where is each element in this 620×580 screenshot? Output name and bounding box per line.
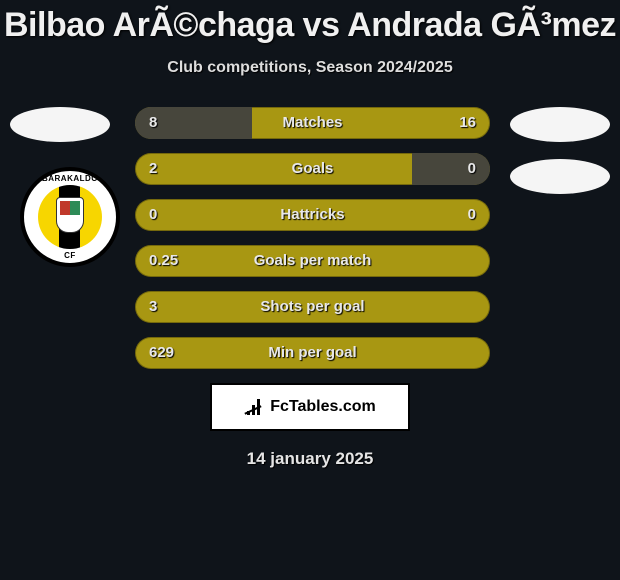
attribution-logo[interactable]: FcTables.com <box>210 383 410 431</box>
chart-icon <box>244 399 264 415</box>
stat-label: Shots per goal <box>135 291 490 323</box>
stat-label: Min per goal <box>135 337 490 369</box>
crest-shield-icon <box>56 197 84 233</box>
stat-bar-hattricks: 0 Hattricks 0 <box>135 199 490 231</box>
stat-bars: 8 Matches 16 2 Goals 0 0 Hattricks 0 0.2… <box>135 107 490 369</box>
player-right-avatar-1 <box>510 107 610 142</box>
stat-right-value: 16 <box>459 107 476 139</box>
stat-label: Matches <box>135 107 490 139</box>
stat-bar-matches: 8 Matches 16 <box>135 107 490 139</box>
stat-bar-shots-per-goal: 3 Shots per goal <box>135 291 490 323</box>
stat-label: Goals per match <box>135 245 490 277</box>
page-title: Bilbao ArÃ©chaga vs Andrada GÃ³mez <box>0 0 620 45</box>
stat-label: Hattricks <box>135 199 490 231</box>
stat-bar-goals-per-match: 0.25 Goals per match <box>135 245 490 277</box>
stat-right-value: 0 <box>468 199 476 231</box>
player-left-avatar <box>10 107 110 142</box>
stat-right-value: 0 <box>468 153 476 185</box>
generated-date: 14 january 2025 <box>0 449 620 469</box>
crest-text-top: BARAKALDO <box>24 174 116 183</box>
club-crest: BARAKALDO CF <box>20 167 120 267</box>
player-right-avatar-2 <box>510 159 610 194</box>
crest-inner <box>38 185 102 249</box>
stat-bar-goals: 2 Goals 0 <box>135 153 490 185</box>
page-subtitle: Club competitions, Season 2024/2025 <box>0 59 620 77</box>
crest-text-bottom: CF <box>24 251 116 260</box>
attribution-text: FcTables.com <box>270 398 376 416</box>
comparison-area: BARAKALDO CF 8 Matches 16 2 Goals 0 0 Ha… <box>0 107 620 369</box>
stat-label: Goals <box>135 153 490 185</box>
stat-bar-min-per-goal: 629 Min per goal <box>135 337 490 369</box>
